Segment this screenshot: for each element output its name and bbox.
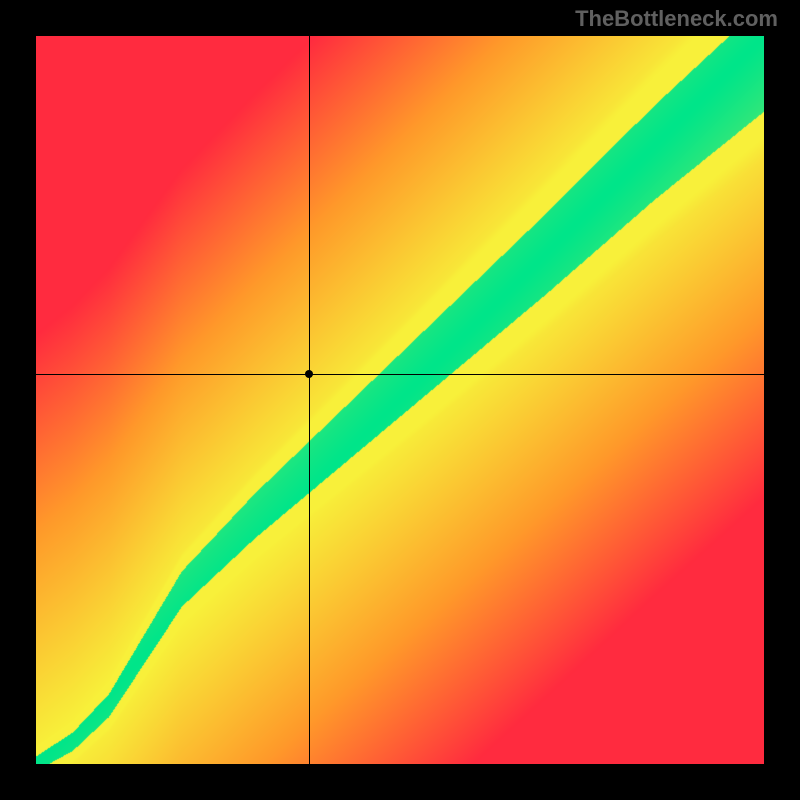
watermark-text: TheBottleneck.com: [575, 6, 778, 32]
crosshair-marker: [305, 370, 313, 378]
crosshair-vertical: [309, 36, 310, 764]
crosshair-horizontal: [36, 374, 764, 375]
plot-area: [36, 36, 764, 764]
heatmap-canvas: [36, 36, 764, 764]
